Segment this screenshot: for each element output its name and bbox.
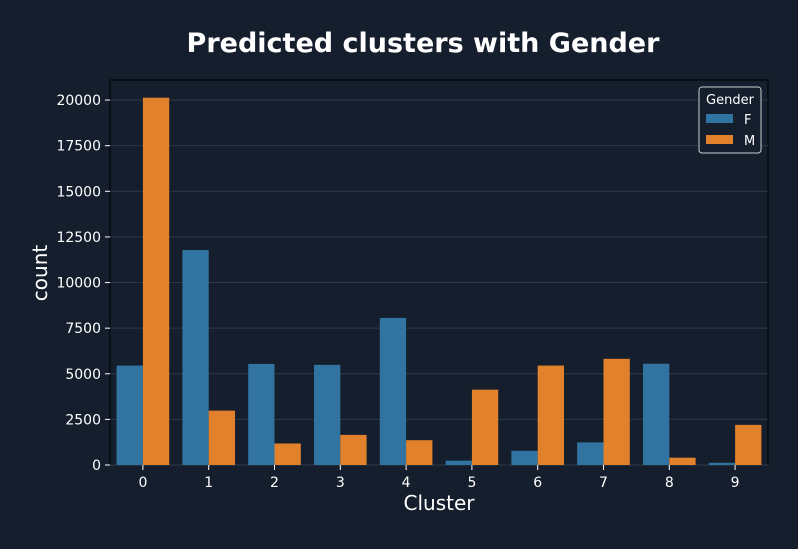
bar-m-cluster-4 <box>406 440 433 465</box>
bar-m-cluster-2 <box>274 443 301 465</box>
legend-title: Gender <box>706 93 755 108</box>
x-tick-label: 6 <box>533 475 542 491</box>
bar-f-cluster-4 <box>379 317 407 465</box>
legend-swatch-f <box>706 114 733 123</box>
bar-m-cluster-1 <box>208 410 236 465</box>
bar-f-cluster-0 <box>116 365 143 465</box>
bar-m-cluster-9 <box>735 424 762 465</box>
bar-f-cluster-7 <box>577 442 604 465</box>
x-tick-label: 3 <box>336 475 345 491</box>
bar-m-cluster-7 <box>603 358 630 465</box>
bar-f-cluster-5 <box>445 460 472 465</box>
chart-title: Predicted clusters with Gender <box>187 28 661 59</box>
x-tick-label: 8 <box>665 475 674 491</box>
legend-label-f: F <box>744 113 751 128</box>
x-axis-ticks: 0 1 2 3 4 5 6 7 8 9 <box>138 465 740 491</box>
bar-f-cluster-1 <box>182 250 209 465</box>
x-tick-label: 2 <box>270 475 279 491</box>
y-axis-ticks: 0 2500 5000 7500 10000 12500 15000 17500 20000 <box>56 93 110 474</box>
x-tick-label: 4 <box>402 475 411 491</box>
bar-m-cluster-3 <box>340 434 367 465</box>
bars <box>116 97 762 466</box>
x-tick-label: 7 <box>599 475 608 491</box>
bar-f-cluster-3 <box>313 364 341 465</box>
y-tick-label: 7500 <box>65 321 101 337</box>
y-tick-label: 0 <box>92 458 101 474</box>
x-tick-label: 1 <box>204 475 213 491</box>
x-tick-label: 0 <box>138 475 147 491</box>
y-tick-label: 12500 <box>56 230 101 246</box>
y-tick-label: 17500 <box>56 139 101 155</box>
bar-f-cluster-9 <box>708 462 736 465</box>
bar-m-cluster-6 <box>537 365 565 465</box>
y-tick-label: 10000 <box>56 276 101 292</box>
x-tick-label: 9 <box>731 475 740 491</box>
bar-f-cluster-2 <box>248 363 275 465</box>
y-tick-label: 2500 <box>65 412 101 428</box>
y-axis-label: count <box>28 245 52 302</box>
bar-m-cluster-0 <box>142 97 170 466</box>
y-tick-label: 5000 <box>65 367 101 383</box>
x-axis-label: Cluster <box>404 491 476 515</box>
bar-m-cluster-8 <box>669 457 696 465</box>
y-tick-label: 15000 <box>56 184 101 200</box>
bar-f-cluster-8 <box>642 363 670 465</box>
legend: Gender F M <box>698 86 762 154</box>
bar-m-cluster-5 <box>471 389 499 465</box>
y-tick-label: 20000 <box>56 93 101 109</box>
x-tick-label: 5 <box>467 475 476 491</box>
legend-label-m: M <box>744 134 755 149</box>
legend-swatch-m <box>706 135 733 144</box>
bar-f-cluster-6 <box>511 450 538 465</box>
